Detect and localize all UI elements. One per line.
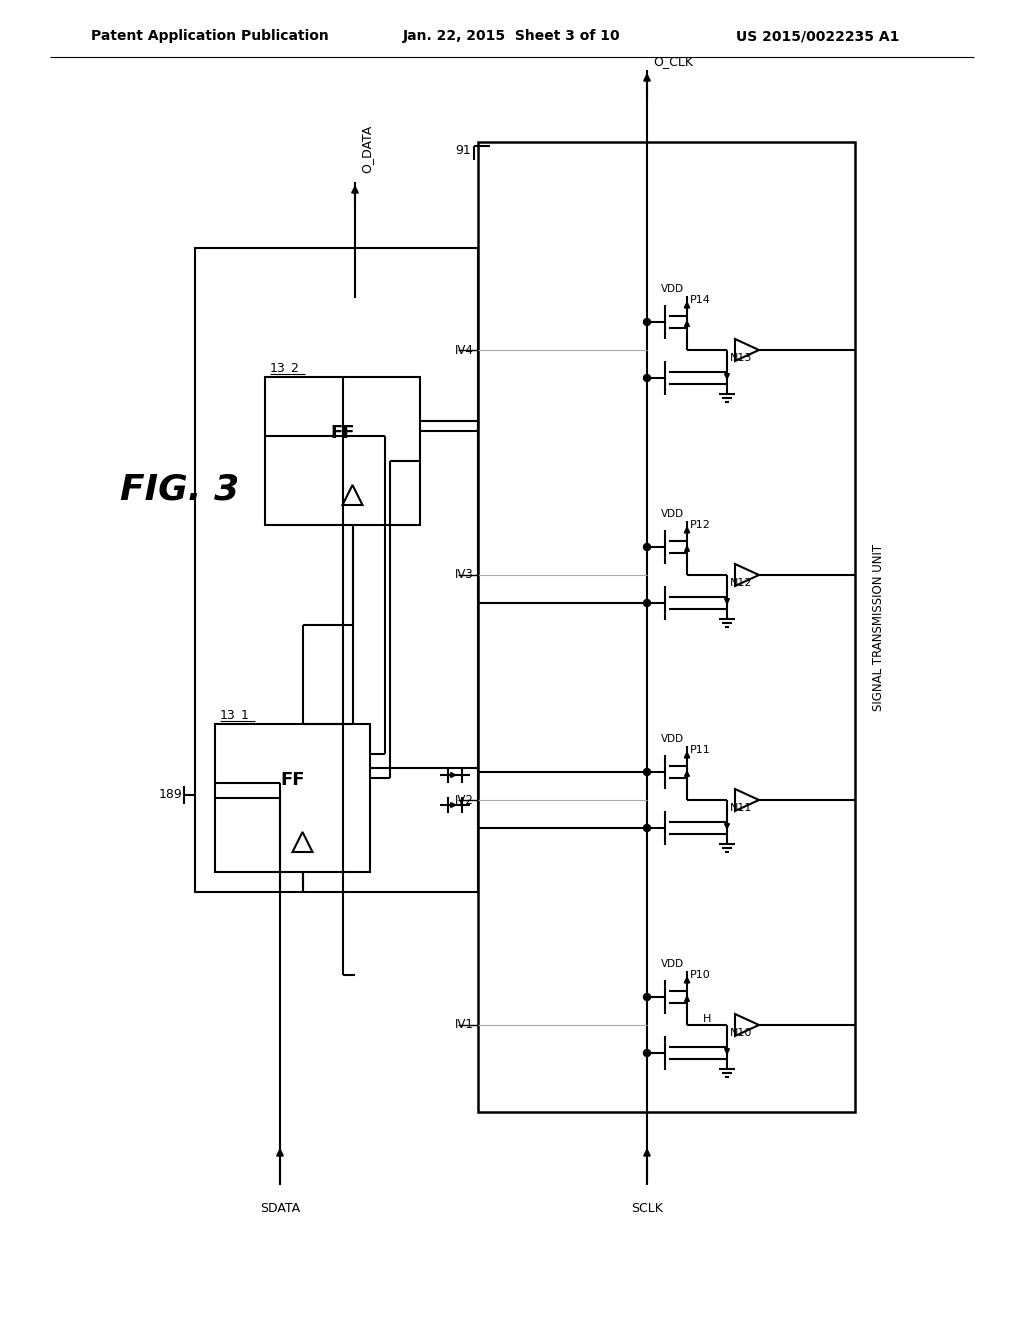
Text: P12: P12 xyxy=(690,520,711,531)
Bar xyxy=(478,143,855,1111)
Text: FF: FF xyxy=(331,424,354,442)
Text: IV2: IV2 xyxy=(455,793,474,807)
Text: SCLK: SCLK xyxy=(631,1203,663,1214)
Circle shape xyxy=(643,599,650,606)
Text: VDD: VDD xyxy=(660,960,684,969)
Text: 13_1: 13_1 xyxy=(220,709,250,722)
Bar xyxy=(265,378,420,525)
Text: 13_2: 13_2 xyxy=(270,362,300,375)
Circle shape xyxy=(643,1049,650,1056)
Text: IV1: IV1 xyxy=(455,1019,474,1031)
Text: SDATA: SDATA xyxy=(260,1203,300,1214)
Circle shape xyxy=(643,825,650,832)
Text: IV4: IV4 xyxy=(455,343,474,356)
Text: FIG. 3: FIG. 3 xyxy=(121,473,240,507)
Text: P10: P10 xyxy=(690,970,711,979)
Bar xyxy=(215,723,370,873)
Circle shape xyxy=(643,768,650,776)
Text: 91: 91 xyxy=(456,144,471,157)
Circle shape xyxy=(643,375,650,381)
Circle shape xyxy=(643,994,650,1001)
Text: N10: N10 xyxy=(730,1028,753,1038)
Text: H: H xyxy=(702,1014,712,1024)
Bar xyxy=(195,248,478,892)
Text: P11: P11 xyxy=(690,744,711,755)
Text: VDD: VDD xyxy=(660,734,684,744)
Text: SIGNAL TRANSMISSION UNIT: SIGNAL TRANSMISSION UNIT xyxy=(871,544,885,710)
Text: O_DATA: O_DATA xyxy=(360,125,373,173)
Text: P14: P14 xyxy=(690,294,711,305)
Text: IV3: IV3 xyxy=(456,569,474,582)
Text: O_CLK: O_CLK xyxy=(653,55,693,69)
Text: Jan. 22, 2015  Sheet 3 of 10: Jan. 22, 2015 Sheet 3 of 10 xyxy=(403,29,621,44)
Circle shape xyxy=(643,318,650,326)
Text: N12: N12 xyxy=(730,578,753,587)
Text: FF: FF xyxy=(281,771,305,789)
Text: N11: N11 xyxy=(730,803,753,813)
Text: Patent Application Publication: Patent Application Publication xyxy=(91,29,329,44)
Text: VDD: VDD xyxy=(660,284,684,294)
Text: N13: N13 xyxy=(730,352,753,363)
Circle shape xyxy=(643,544,650,550)
Text: US 2015/0022235 A1: US 2015/0022235 A1 xyxy=(736,29,900,44)
Text: VDD: VDD xyxy=(660,510,684,519)
Text: 189: 189 xyxy=(159,788,182,801)
